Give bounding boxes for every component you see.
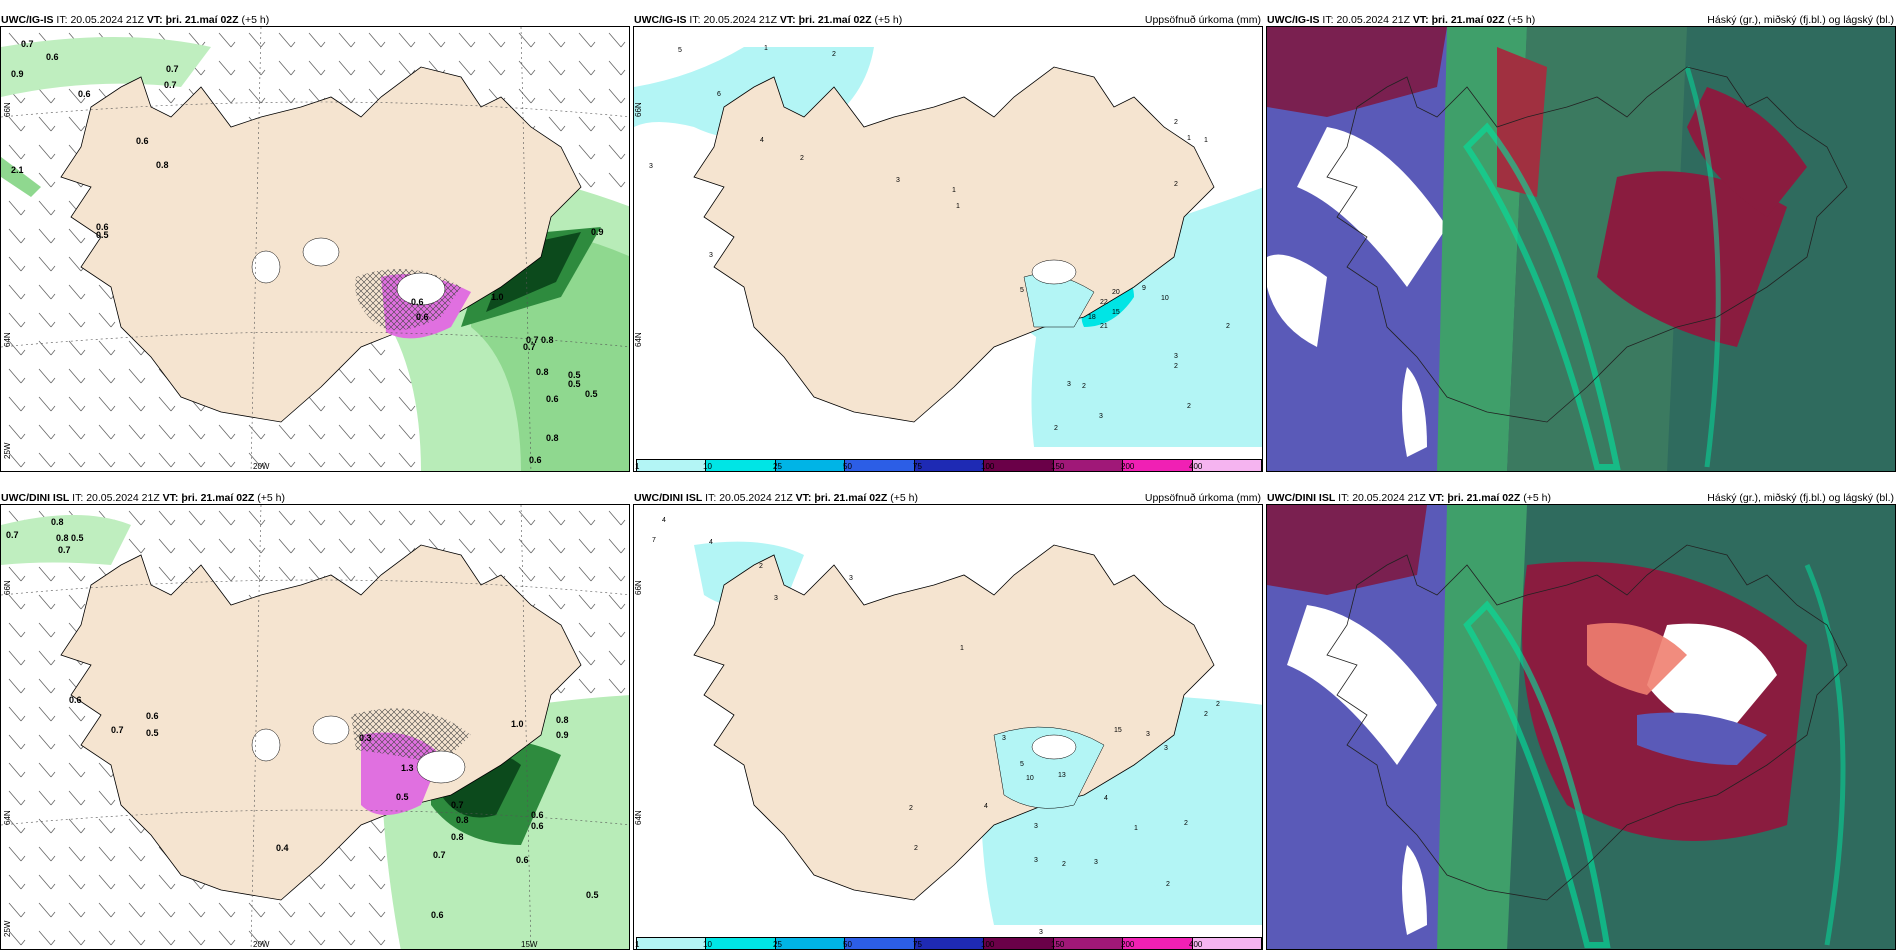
vis-value: 0.6 bbox=[529, 455, 542, 465]
vis-value: 0.6 bbox=[146, 711, 159, 721]
panel-visibility-row1: UWC/IG-IS IT: 20.05.2024 21Z VT: þri. 21… bbox=[0, 10, 630, 472]
panel-clouds-row2: UWC/DINI ISL IT: 20.05.2024 21Z VT: þri.… bbox=[1266, 488, 1896, 950]
vis-value: 0.7 bbox=[111, 725, 124, 735]
precip-colorbar bbox=[636, 937, 1262, 949]
vis-value: 0.5 bbox=[585, 389, 598, 399]
vis-value: 0.7 bbox=[451, 800, 464, 810]
panel-header: UWC/IG-IS IT: 20.05.2024 21Z VT: þri. 21… bbox=[1266, 10, 1896, 30]
map-frame[interactable] bbox=[1266, 504, 1896, 950]
vis-value: 0.7 bbox=[523, 342, 536, 352]
vis-value: 0.5 bbox=[96, 230, 109, 240]
lat-label-66n: 66N bbox=[3, 580, 12, 595]
vis-value: 0.8 bbox=[536, 367, 549, 377]
vis-value: 0.7 bbox=[6, 530, 19, 540]
visibility-map bbox=[1, 505, 629, 949]
vis-value: 0.5 bbox=[71, 533, 84, 543]
vis-value: 0.8 bbox=[556, 715, 569, 725]
panel-header: UWC/IG-IS IT: 20.05.2024 21Z VT: þri. 21… bbox=[1, 14, 270, 26]
vis-value: 0.6 bbox=[531, 821, 544, 831]
vis-value: 0.6 bbox=[531, 810, 544, 820]
vis-value: 0.6 bbox=[136, 136, 149, 146]
vis-value: 0.8 bbox=[451, 832, 464, 842]
vis-value: 0.5 bbox=[568, 379, 581, 389]
vis-value: 0.8 bbox=[546, 433, 559, 443]
visibility-map bbox=[1, 27, 629, 471]
vis-value: 0.8 bbox=[456, 815, 469, 825]
vis-value: 1.3 bbox=[401, 763, 414, 773]
map-frame[interactable]: 66N 64N 25W 20W 15W 0.8 0.7 0.8 0.5 0.7 … bbox=[0, 504, 630, 950]
vis-value: 0.6 bbox=[411, 297, 424, 307]
vis-value: 0.8 bbox=[56, 533, 69, 543]
panel-visibility-row2: UWC/DINI ISL IT: 20.05.2024 21Z VT: þri.… bbox=[0, 488, 630, 950]
vis-value: 0.9 bbox=[556, 730, 569, 740]
map-frame[interactable]: 66N 64N 4 7 4 3 2 1 3 2 2 4 3 15 5 10 13… bbox=[633, 504, 1263, 950]
map-frame[interactable] bbox=[1266, 26, 1896, 472]
vis-value: 0.5 bbox=[568, 370, 581, 380]
vis-value: 0.3 bbox=[359, 733, 372, 743]
vis-value: 0.6 bbox=[69, 695, 82, 705]
vis-value: 0.7 bbox=[58, 545, 71, 555]
panel-title: Uppsöfnuð úrkoma (mm) bbox=[1144, 14, 1261, 26]
clouds-map bbox=[1267, 505, 1895, 949]
vis-value: 0.4 bbox=[276, 843, 289, 853]
model-name: UWC/DINI ISL bbox=[1, 492, 70, 504]
vis-value: 0.7 bbox=[166, 64, 179, 74]
iceland-outline bbox=[1326, 66, 1848, 423]
lat-label-66n: 66N bbox=[634, 580, 643, 595]
vis-value: 0.7 bbox=[164, 80, 177, 90]
vis-value: 0.7 bbox=[433, 850, 446, 860]
iceland-landmass bbox=[693, 66, 1215, 423]
vis-value: 0.7 bbox=[21, 39, 34, 49]
vis-value: 0.9 bbox=[11, 69, 24, 79]
vis-value: 1.0 bbox=[491, 292, 504, 302]
panel-title: Uppsöfnuð úrkoma (mm) bbox=[1144, 492, 1261, 504]
vis-value: 0.6 bbox=[516, 855, 529, 865]
panel-precip-row1: UWC/IG-IS IT: 20.05.2024 21Z VT: þri. 21… bbox=[633, 10, 1263, 472]
lon-label-15w: 15W bbox=[521, 940, 538, 949]
panel-header: UWC/DINI ISL IT: 20.05.2024 21Z VT: þri.… bbox=[1266, 488, 1896, 508]
lat-label-64n: 64N bbox=[3, 810, 12, 825]
iceland-landmass bbox=[693, 544, 1215, 901]
panel-precip-row2: UWC/DINI ISL IT: 20.05.2024 21Z VT: þri.… bbox=[633, 488, 1263, 950]
panel-header: UWC/DINI ISL IT: 20.05.2024 21Z VT: þri.… bbox=[633, 488, 1263, 508]
map-frame[interactable]: 66N 64N 5 1 2 6 4 3 2 1 1 3 2 1 2 1 3 9 … bbox=[633, 26, 1263, 472]
lat-label-64n: 64N bbox=[634, 810, 643, 825]
vis-value: 1.0 bbox=[511, 719, 524, 729]
lat-label-25w: 25W bbox=[3, 920, 12, 937]
vis-value: 0.7 bbox=[526, 335, 539, 345]
panel-title: Háský (gr.), miðský (fj.bl.) og lágský (… bbox=[1707, 14, 1894, 26]
lat-label-25w: 25W bbox=[3, 442, 12, 459]
panel-header: UWC/DINI ISL IT: 20.05.2024 21Z VT: þri.… bbox=[1, 492, 285, 504]
vis-value: 0.5 bbox=[396, 792, 409, 802]
lat-label-64n: 64N bbox=[634, 332, 643, 347]
panel-title: Háský (gr.), miðský (fj.bl.) og lágský (… bbox=[1707, 492, 1894, 504]
precip-map bbox=[634, 505, 1262, 949]
vis-value: 0.6 bbox=[46, 52, 59, 62]
vis-value: 2.1 bbox=[11, 165, 24, 175]
vis-value: 0.6 bbox=[78, 89, 91, 99]
vis-value: 0.5 bbox=[586, 890, 599, 900]
map-frame[interactable]: 66N 64N 25W 20W 0.7 0.6 0.6 0.7 0.9 0.7 … bbox=[0, 26, 630, 472]
vis-value: 0.8 bbox=[51, 517, 64, 527]
vis-value: 0.6 bbox=[546, 394, 559, 404]
clouds-map bbox=[1267, 27, 1895, 471]
vis-value: 0.6 bbox=[416, 312, 429, 322]
panel-header: UWC/IG-IS IT: 20.05.2024 21Z VT: þri. 21… bbox=[633, 10, 1263, 30]
lon-label-20w: 20W bbox=[253, 940, 270, 949]
vis-value: 0.6 bbox=[96, 222, 109, 232]
model-name: UWC/IG-IS bbox=[1, 14, 54, 26]
vis-value: 0.8 bbox=[541, 335, 554, 345]
vis-value: 0.9 bbox=[591, 227, 604, 237]
lon-label-20w: 20W bbox=[253, 462, 270, 471]
panel-clouds-row1: UWC/IG-IS IT: 20.05.2024 21Z VT: þri. 21… bbox=[1266, 10, 1896, 472]
vis-value: 0.8 bbox=[156, 160, 169, 170]
vis-value: 0.6 bbox=[431, 910, 444, 920]
precip-colorbar bbox=[636, 459, 1262, 471]
vis-value: 0.5 bbox=[146, 728, 159, 738]
precip-map bbox=[634, 27, 1262, 471]
lat-label-66n: 66N bbox=[3, 102, 12, 117]
iceland-outline bbox=[1326, 544, 1848, 901]
lat-label-64n: 64N bbox=[3, 332, 12, 347]
lat-label-66n: 66N bbox=[634, 102, 643, 117]
